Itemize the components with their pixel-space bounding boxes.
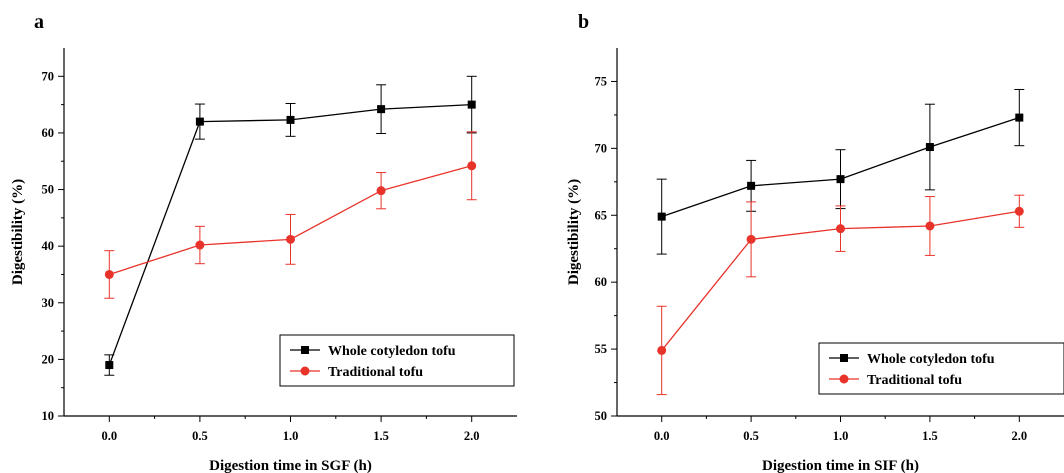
series-whole-cotyledon-tofu — [656, 88, 1025, 255]
y-tick-label: 70 — [42, 69, 55, 83]
data-point-square — [195, 117, 204, 126]
y-tick-label: 50 — [42, 183, 55, 197]
x-tick-label: 1.5 — [373, 429, 389, 443]
data-point-square — [286, 115, 295, 124]
panel-label: b — [578, 11, 589, 33]
legend-marker-square — [840, 354, 848, 362]
legend-box — [279, 334, 515, 387]
legend-marker-circle — [839, 374, 849, 384]
x-tick-label: 1.0 — [283, 429, 299, 443]
data-point-circle — [376, 186, 386, 196]
x-tick-label: 2.0 — [1011, 429, 1027, 443]
data-point-circle — [925, 221, 935, 231]
data-point-circle — [467, 161, 477, 171]
y-tick-label: 75 — [595, 74, 608, 88]
x-tick-label: 0.5 — [192, 429, 208, 443]
legend-label: Whole cotyledon tofu — [328, 344, 456, 359]
x-tick-label: 2.0 — [464, 429, 480, 443]
data-point-circle — [836, 224, 845, 234]
legend-label: Traditional tofu — [328, 365, 423, 380]
y-axis-title: Digestibility (%) — [10, 179, 26, 285]
data-point-square — [377, 105, 386, 114]
chart-panel-a: a 10 20 30 40 50 60 70 0.0 0.5 1.0 1.5 2.0 Digestion … — [10, 11, 517, 473]
y-axis-title: Digestibility (%) — [566, 179, 582, 285]
x-tick-label: 0.0 — [654, 429, 670, 443]
data-point-square — [1015, 113, 1024, 122]
x-axis-title: Digestion time in SIF (h) — [762, 458, 919, 473]
legend-marker-circle — [300, 366, 310, 376]
y-tick-label: 55 — [595, 342, 608, 356]
data-point-circle — [286, 234, 295, 244]
x-tick-label: 1.5 — [922, 429, 938, 443]
data-point-square — [467, 100, 476, 109]
data-point-circle — [1014, 206, 1024, 216]
legend-marker-square — [301, 346, 309, 354]
x-tick-label: 1.0 — [833, 429, 849, 443]
data-point-circle — [195, 240, 205, 250]
legend: Whole cotyledon tofu Traditional tofu — [279, 334, 515, 387]
y-tick-label: 40 — [42, 239, 55, 253]
y-tick-label: 30 — [42, 296, 55, 310]
x-tick-label: 0.5 — [743, 429, 759, 443]
data-point-square — [657, 212, 666, 221]
data-point-square — [836, 175, 845, 184]
y-tick-label: 60 — [595, 275, 608, 289]
data-point-circle — [746, 234, 756, 244]
y-tick-label: 70 — [595, 141, 608, 155]
legend: Whole cotyledon tofu Traditional tofu — [818, 342, 1064, 395]
legend-box — [818, 342, 1064, 395]
y-tick-label: 65 — [595, 208, 608, 222]
legend-label: Traditional tofu — [867, 373, 962, 388]
y-tick-label: 10 — [42, 409, 55, 423]
series-traditional-tofu — [104, 131, 477, 299]
panel-label: a — [34, 11, 44, 33]
x-axis-title: Digestion time in SGF (h) — [209, 458, 372, 473]
legend-label: Whole cotyledon tofu — [867, 352, 995, 367]
series-whole-cotyledon-tofu — [104, 75, 477, 376]
y-tick-label: 60 — [42, 126, 55, 140]
data-point-square — [747, 181, 756, 190]
data-point-square — [925, 143, 934, 152]
chart-panel-b: b 50 55 60 65 70 75 0.0 0.5 1.0 1.5 2.0 Digestion ti… — [566, 11, 1064, 473]
data-point-square — [105, 361, 114, 370]
y-tick-label: 50 — [595, 409, 608, 423]
data-point-circle — [657, 345, 667, 355]
y-tick-label: 20 — [42, 352, 55, 366]
x-tick-label: 0.0 — [101, 429, 117, 443]
data-point-circle — [104, 269, 114, 279]
series-traditional-tofu — [656, 194, 1025, 396]
